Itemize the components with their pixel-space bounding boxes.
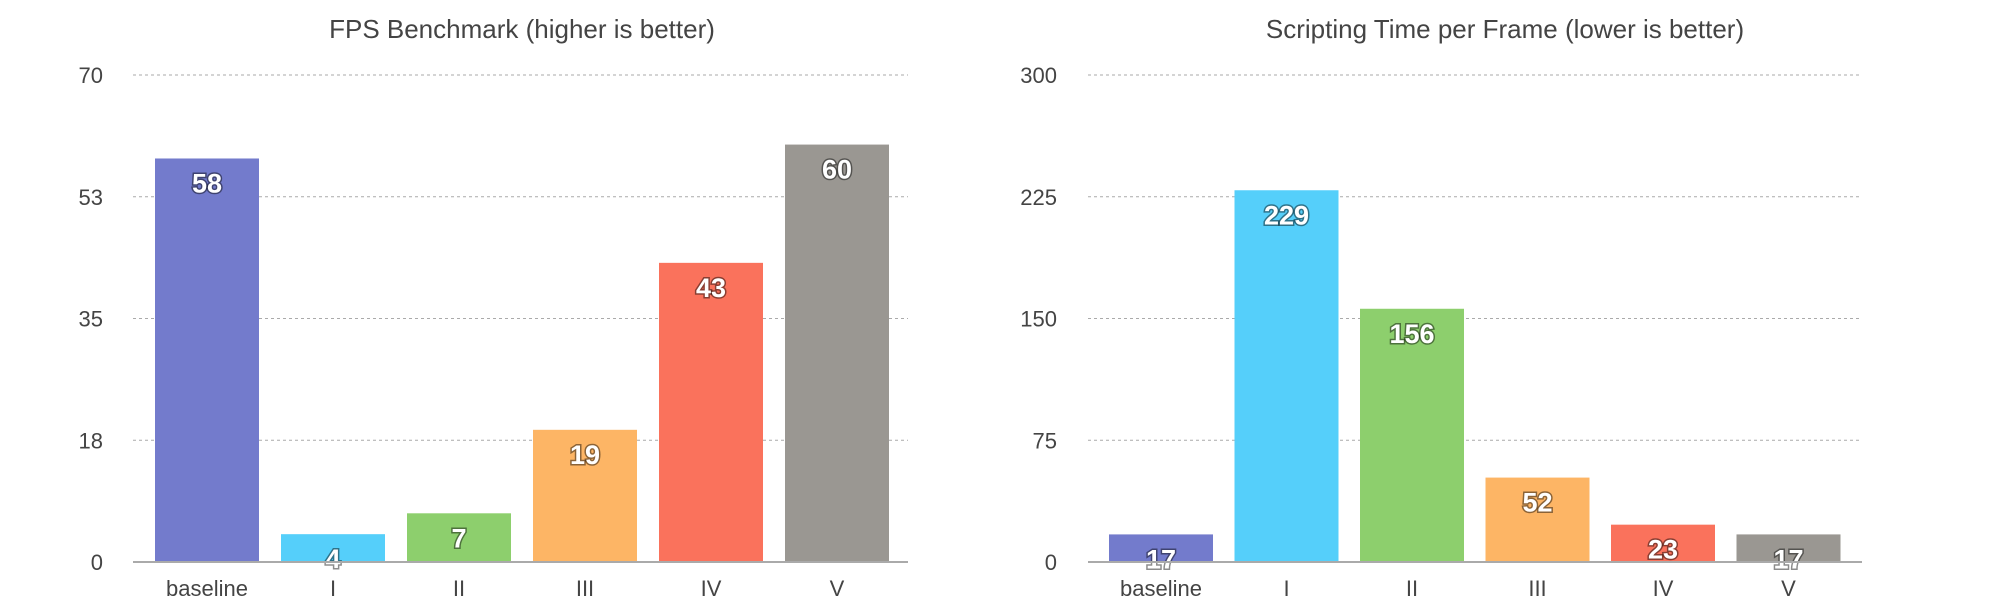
data-label: 52 [1522,488,1552,518]
bar [659,262,763,562]
x-tick-label: V [1781,576,1796,601]
y-tick-label: 35 [79,307,103,332]
data-label: 156 [1389,319,1434,349]
chart-title: FPS Benchmark (higher is better) [329,14,715,44]
data-label: 4 [325,544,340,574]
x-tick-label: V [830,576,845,601]
y-tick-label: 300 [1020,63,1057,88]
data-label: 17 [1146,544,1176,574]
bar [281,534,385,562]
bar [1360,308,1464,562]
data-label: 60 [822,155,852,185]
y-tick-label: 225 [1020,185,1057,210]
x-tick-label: baseline [1120,576,1202,601]
data-label: 43 [696,273,726,303]
y-tick-label: 18 [79,428,103,453]
scripting-time-chart: Scripting Time per Frame (lower is bette… [1020,14,1862,601]
bar [407,513,511,562]
bar [1109,534,1213,562]
data-label: 58 [192,168,222,198]
data-label: 229 [1264,200,1309,230]
y-tick-label: 53 [79,185,103,210]
x-tick-label: IV [1653,576,1674,601]
bar [785,144,889,563]
bar [533,429,637,562]
fps-benchmark-chart: FPS Benchmark (higher is better) 0 18 35 53… [79,14,908,601]
bar [1736,534,1841,562]
y-tick-label: 75 [1033,428,1057,453]
bar [1234,190,1339,563]
y-tick-label: 0 [1045,550,1057,575]
bar [1611,524,1715,562]
x-tick-label: I [330,576,336,601]
chart-title: Scripting Time per Frame (lower is bette… [1266,14,1744,44]
y-tick-label: 0 [91,550,103,575]
x-tick-label: baseline [166,576,248,601]
data-label: 7 [451,523,466,553]
x-tick-label: III [1528,576,1546,601]
data-label: 23 [1648,535,1678,565]
data-label: 19 [570,440,600,470]
x-tick-label: III [576,576,594,601]
bar [1485,477,1590,562]
x-tick-label: I [1283,576,1289,601]
x-tick-label: II [453,576,465,601]
y-tick-label: 70 [79,63,103,88]
x-tick-label: IV [701,576,722,601]
x-tick-label: II [1406,576,1418,601]
data-label: 17 [1773,544,1803,574]
y-tick-label: 150 [1020,307,1057,332]
bar [155,158,259,562]
